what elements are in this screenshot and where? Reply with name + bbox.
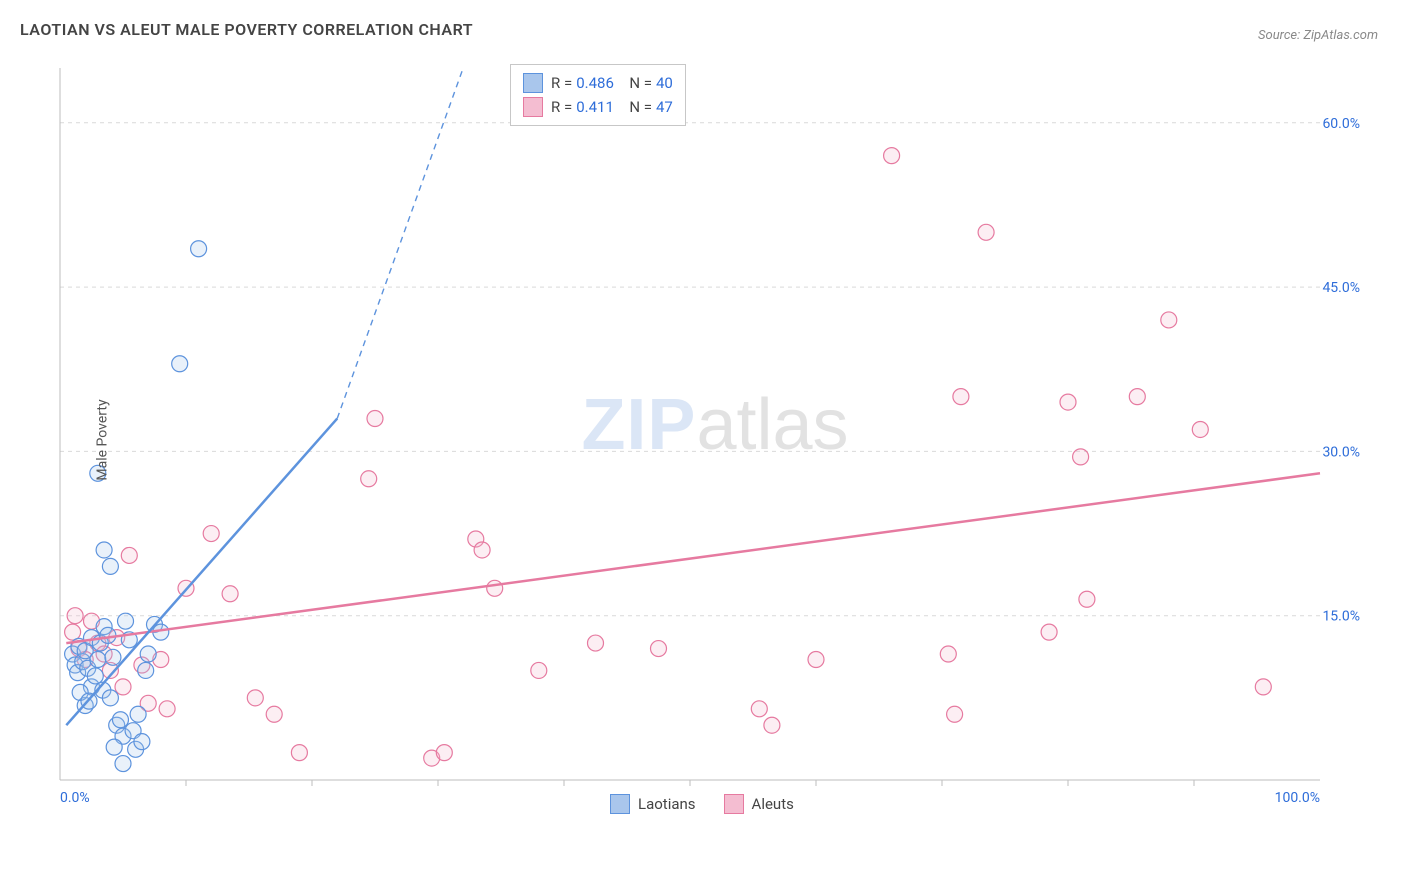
scatter-point <box>764 717 780 733</box>
scatter-point <box>65 624 81 640</box>
scatter-point <box>115 679 131 695</box>
scatter-point <box>953 389 969 405</box>
scatter-point <box>138 662 154 678</box>
scatter-point <box>266 706 282 722</box>
scatter-point <box>1041 624 1057 640</box>
trend-line-dashed <box>337 68 463 419</box>
scatter-point <box>67 608 83 624</box>
y-tick-label: 45.0% <box>1322 280 1360 296</box>
scatter-point <box>102 558 118 574</box>
scatter-point <box>115 756 131 772</box>
scatter-point <box>106 739 122 755</box>
scatter-point <box>436 745 452 761</box>
stats-text-aleuts: R = 0.411 N = 47 <box>551 98 673 116</box>
stats-text-laotians: R = 0.486 N = 40 <box>551 74 673 92</box>
scatter-point <box>121 547 137 563</box>
scatter-point <box>203 526 219 542</box>
scatter-point <box>140 646 156 662</box>
scatter-point <box>159 701 175 717</box>
n-label: N = <box>629 74 652 92</box>
x-tick-label: 100.0% <box>1275 790 1320 806</box>
y-tick-label: 30.0% <box>1322 444 1360 460</box>
legend-item-aleuts: Aleuts <box>724 792 794 816</box>
scatter-point <box>474 542 490 558</box>
y-tick-label: 60.0% <box>1322 116 1360 132</box>
r-label: R = <box>551 74 572 92</box>
scatter-point <box>751 701 767 717</box>
scatter-point <box>1161 312 1177 328</box>
swatch-laotians <box>610 794 630 814</box>
scatter-point <box>1192 421 1208 437</box>
source-attribution: Source: ZipAtlas.com <box>1258 28 1378 43</box>
legend-label-laotians: Laotians <box>638 795 696 813</box>
n-value: 47 <box>656 98 673 116</box>
scatter-point <box>222 586 238 602</box>
scatter-point <box>87 668 103 684</box>
scatter-point <box>1079 591 1095 607</box>
chart-title: LAOTIAN VS ALEUT MALE POVERTY CORRELATIO… <box>20 20 473 39</box>
legend-label-aleuts: Aleuts <box>752 795 794 813</box>
scatter-point <box>884 148 900 164</box>
swatch-laotians <box>523 73 543 93</box>
swatch-aleuts <box>724 794 744 814</box>
scatter-point <box>978 224 994 240</box>
r-value: 0.411 <box>576 98 614 116</box>
scatter-point <box>808 652 824 668</box>
scatter-point <box>651 641 667 657</box>
r-label: R = <box>551 98 572 116</box>
y-axis-label: Male Poverty <box>95 399 111 480</box>
y-tick-label: 15.0% <box>1322 609 1360 625</box>
stats-legend-row-aleuts: R = 0.411 N = 47 <box>523 95 673 119</box>
scatter-point <box>1129 389 1145 405</box>
scatter-point <box>90 652 106 668</box>
scatter-chart: 15.0% 30.0% 45.0% 60.0% 0.0% 100.0% <box>50 60 1380 820</box>
series-legend: Laotians Aleuts <box>610 792 794 816</box>
scatter-point <box>940 646 956 662</box>
x-tick-label: 0.0% <box>60 790 90 806</box>
scatter-point <box>105 649 121 665</box>
r-value: 0.486 <box>576 74 614 92</box>
scatter-point <box>96 542 112 558</box>
legend-item-laotians: Laotians <box>610 792 696 816</box>
scatter-point <box>487 580 503 596</box>
source-name: ZipAtlas.com <box>1303 28 1378 43</box>
source-prefix: Source: <box>1258 28 1303 43</box>
scatter-point <box>531 662 547 678</box>
scatter-point <box>102 690 118 706</box>
scatter-point <box>134 734 150 750</box>
scatter-point <box>361 471 377 487</box>
stats-legend: R = 0.486 N = 40 R = 0.411 N = 47 <box>510 64 686 126</box>
scatter-point <box>130 706 146 722</box>
scatter-point <box>247 690 263 706</box>
scatter-point <box>1073 449 1089 465</box>
scatter-point <box>291 745 307 761</box>
scatter-point <box>100 627 116 643</box>
n-label: N = <box>629 98 652 116</box>
scatter-point <box>588 635 604 651</box>
scatter-point <box>172 356 188 372</box>
scatter-point <box>367 411 383 427</box>
swatch-aleuts <box>523 97 543 117</box>
scatter-point <box>1060 394 1076 410</box>
stats-legend-row-laotians: R = 0.486 N = 40 <box>523 71 673 95</box>
n-value: 40 <box>656 74 673 92</box>
plot-area: Male Poverty ZIPatlas 15.0%30.0%45.0%60.… <box>50 60 1380 820</box>
trend-line <box>66 473 1320 643</box>
scatter-point <box>191 241 207 257</box>
scatter-point <box>118 613 134 629</box>
scatter-point <box>112 712 128 728</box>
scatter-point <box>947 706 963 722</box>
scatter-point <box>1255 679 1271 695</box>
